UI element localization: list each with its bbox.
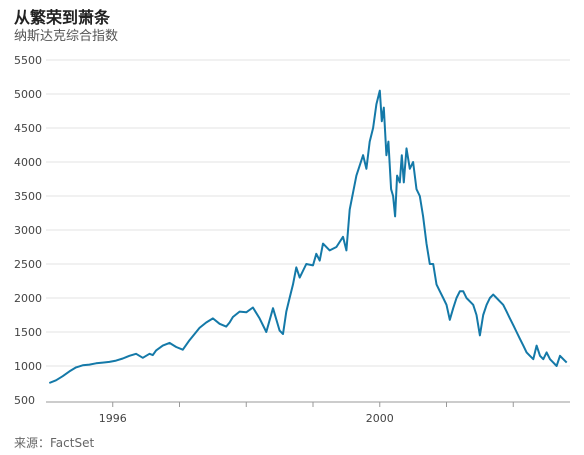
- y-tick-label: 3000: [14, 224, 42, 237]
- y-axis-ticks: 500 1000 1500 2000 2500 3000 3500 4000 4500 5000 5…: [14, 54, 42, 407]
- source-note: 来源：FactSet: [14, 436, 95, 450]
- series-line: [48, 89, 568, 384]
- x-axis: 1996 2000: [46, 401, 570, 425]
- y-tick-label: 500: [14, 394, 35, 407]
- x-tick-label: 2000: [366, 412, 394, 425]
- y-tick-label: 4500: [14, 122, 42, 135]
- y-tick-label: 5500: [14, 54, 42, 67]
- y-tick-label: 5000: [14, 88, 42, 101]
- grid-lines: [46, 59, 570, 367]
- y-tick-label: 3500: [14, 190, 42, 203]
- chart-title: 从繁荣到萧条: [14, 8, 111, 27]
- y-tick-label: 2500: [14, 258, 42, 271]
- y-tick-label: 2000: [14, 292, 42, 305]
- x-tick-label: 1996: [99, 412, 127, 425]
- chart-subtitle: 纳斯达克综合指数: [14, 29, 119, 44]
- y-tick-label: 1000: [14, 360, 42, 373]
- series-layer: [48, 89, 568, 384]
- y-tick-label: 1500: [14, 326, 42, 339]
- y-tick-label: 4000: [14, 156, 42, 169]
